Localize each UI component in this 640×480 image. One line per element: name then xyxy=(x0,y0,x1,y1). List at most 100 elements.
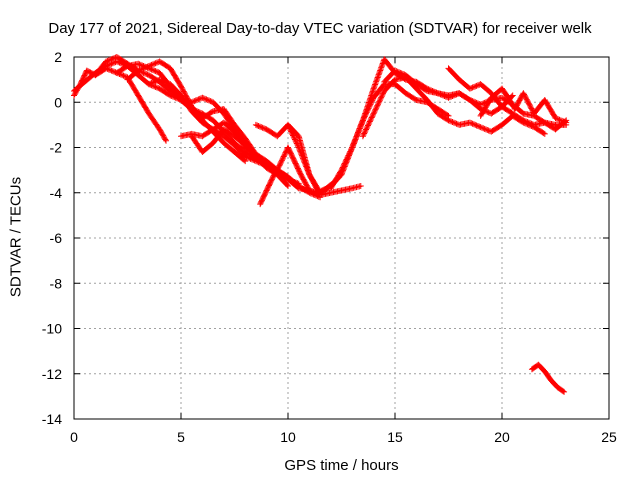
data-point-dense xyxy=(379,60,386,67)
data-point-dense xyxy=(376,70,383,77)
data-point-dense xyxy=(246,155,253,162)
data-point-dense xyxy=(375,99,382,106)
data-point-dense xyxy=(147,62,154,69)
data-point-dense xyxy=(258,124,265,131)
data-point-dense xyxy=(344,153,351,160)
data-point-dense xyxy=(364,122,371,129)
data-point-dense xyxy=(337,168,344,175)
data-point-dense xyxy=(373,77,380,84)
data-point-dense xyxy=(472,99,479,106)
data-point-dense xyxy=(378,64,385,71)
x-tick-label: 20 xyxy=(494,429,510,445)
data-point-dense xyxy=(279,156,286,163)
data-point-dense xyxy=(358,120,365,127)
data-point-dense xyxy=(521,117,528,124)
data-point-dense xyxy=(259,124,266,131)
series-arc-8 xyxy=(188,126,291,189)
data-point-dense xyxy=(373,105,380,112)
data-point-dense xyxy=(376,97,383,104)
data-point-dense xyxy=(354,130,361,137)
data-point-dense xyxy=(442,93,449,100)
data-point-dense xyxy=(449,119,456,126)
data-point-dense xyxy=(207,98,214,105)
data-point-dense xyxy=(366,119,373,126)
data-point-dense xyxy=(248,156,255,163)
data-point-dense xyxy=(159,131,166,138)
data-point xyxy=(370,110,377,117)
data-point-dense xyxy=(470,83,477,90)
data-point-dense xyxy=(243,154,250,161)
data-point-dense xyxy=(472,83,479,90)
data-point-dense xyxy=(149,61,156,68)
data-point-dense xyxy=(339,164,346,171)
data-point-dense xyxy=(360,131,367,138)
data-point-dense xyxy=(196,95,203,102)
y-tick-label: -14 xyxy=(42,411,62,427)
series-arc-13 xyxy=(359,74,548,140)
data-point-dense xyxy=(109,55,116,62)
y-tick-label: 0 xyxy=(54,94,62,110)
data-point xyxy=(145,63,152,70)
data-point-dense xyxy=(143,64,150,71)
data-point-dense xyxy=(448,93,455,100)
data-point-dense xyxy=(465,96,472,103)
data-point-dense xyxy=(148,80,155,87)
data-point-dense xyxy=(373,78,380,85)
data-point-dense xyxy=(290,133,297,140)
data-point-dense xyxy=(374,75,381,82)
data-point-dense xyxy=(525,119,532,126)
data-point xyxy=(199,94,206,101)
data-point-dense xyxy=(280,153,287,160)
data-point xyxy=(505,94,512,101)
data-point-dense xyxy=(525,99,532,106)
data-point-dense xyxy=(473,99,480,106)
data-point-dense xyxy=(484,126,491,133)
data-point-dense xyxy=(109,68,116,75)
data-point-dense xyxy=(345,152,352,159)
data-point xyxy=(561,388,568,395)
data-point-dense xyxy=(202,95,209,102)
data-point xyxy=(357,182,364,189)
data-point-dense xyxy=(281,152,288,159)
data-point-dense xyxy=(352,136,359,143)
data-point-dense xyxy=(561,119,568,126)
data-point-dense xyxy=(275,165,282,172)
data-point-dense xyxy=(393,68,400,75)
data-point-dense xyxy=(373,103,380,110)
data-point xyxy=(552,115,559,122)
data-point-dense xyxy=(476,123,483,130)
data-point-dense xyxy=(365,121,372,128)
data-point xyxy=(276,162,283,169)
data-point-dense xyxy=(377,66,384,73)
data-point-dense xyxy=(104,57,111,64)
data-point-dense xyxy=(378,94,385,101)
data-point-dense xyxy=(523,96,530,103)
data-point-dense xyxy=(357,122,364,129)
data-point xyxy=(392,67,398,74)
data-point-dense xyxy=(441,93,448,100)
data-point xyxy=(466,96,473,103)
data-point-dense xyxy=(397,69,404,76)
data-point-dense xyxy=(340,163,347,170)
data-point-dense xyxy=(194,96,201,103)
data-point-dense xyxy=(469,98,476,105)
data-point-dense xyxy=(555,116,562,123)
series-arc-17 xyxy=(528,361,568,395)
data-point-dense xyxy=(508,99,515,106)
data-point-dense xyxy=(344,155,351,162)
x-tick-label: 15 xyxy=(387,429,403,445)
data-point-dense xyxy=(105,57,112,64)
data-point-dense xyxy=(121,73,128,80)
series-arc-5 xyxy=(124,58,259,158)
data-point-dense xyxy=(339,165,346,172)
data-point-dense xyxy=(450,119,457,126)
data-point-dense xyxy=(107,67,114,74)
data-point-dense xyxy=(152,83,159,90)
y-tick-label: -4 xyxy=(50,185,63,201)
data-point-dense xyxy=(470,121,477,128)
y-tick-label: -6 xyxy=(50,230,63,246)
data-point-dense xyxy=(369,113,376,120)
data-point-dense xyxy=(400,70,407,77)
data-point-dense xyxy=(159,77,166,84)
data-point-dense xyxy=(157,127,164,134)
